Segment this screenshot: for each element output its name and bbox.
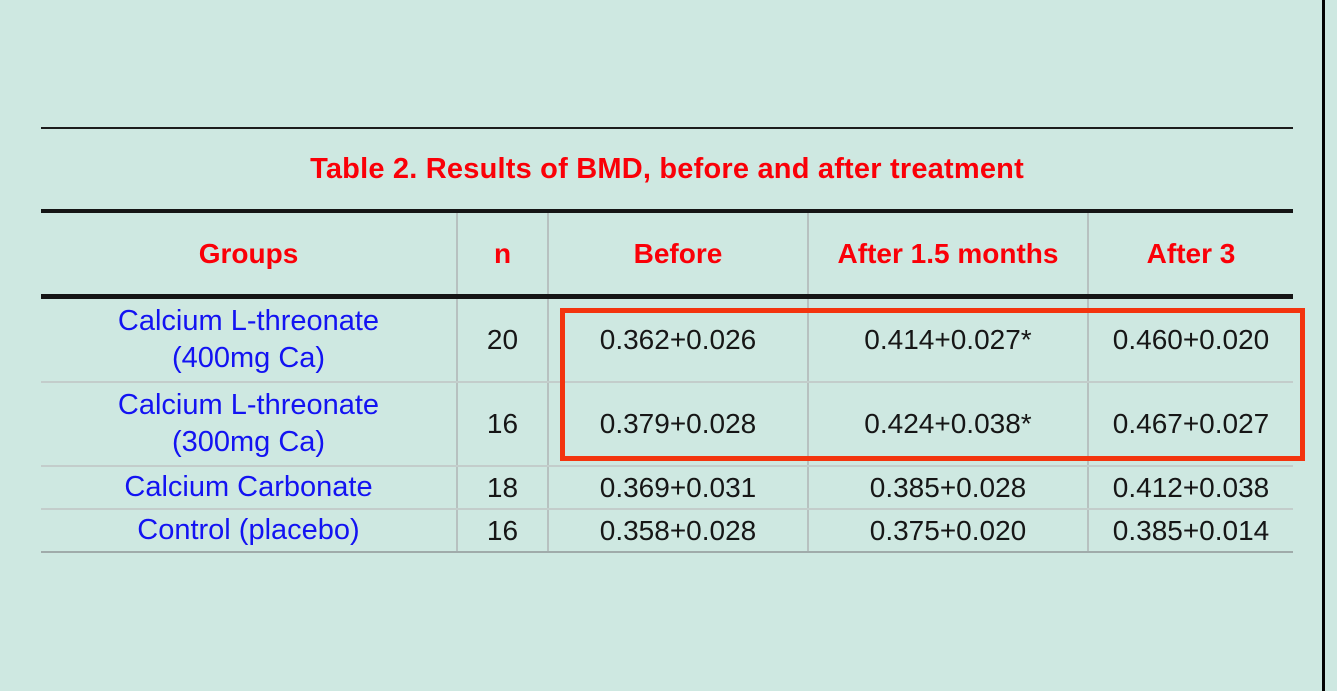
after-1-5-value: 0.424+0.038* (807, 382, 1088, 467)
table-row-calcium-l-threonate-300: Calcium L-threonate (300mg Ca) 16 0.379+… (41, 382, 1294, 467)
after-3-value: 0.467+0.027 (1086, 382, 1294, 467)
table-title-row: Table 2. Results of BMD, before and afte… (41, 127, 1294, 213)
col-header-after-1-5-months: After 1.5 months (807, 211, 1088, 299)
table-title: Table 2. Results of BMD, before and afte… (41, 127, 1294, 213)
group-name: Calcium L-threonate (117, 305, 380, 337)
highlight-rectangle (560, 308, 1305, 461)
group-name-cell: Calcium L-threonate (400mg Ca) (41, 296, 457, 383)
col-header-n: n (456, 211, 548, 299)
col-header-after-3: After 3 (1086, 211, 1294, 299)
after-3-value: 0.385+0.014 (1086, 509, 1294, 553)
before-value: 0.358+0.028 (547, 509, 808, 553)
window-edge-line (1322, 0, 1325, 691)
n-value: 20 (456, 296, 548, 383)
group-name-cell: Calcium L-threonate (300mg Ca) (41, 382, 457, 467)
group-name: Calcium Carbonate (41, 466, 457, 510)
table: Table 2. Results of BMD, before and afte… (41, 127, 1294, 553)
group-name: Control (placebo) (41, 509, 457, 553)
before-value: 0.369+0.031 (547, 466, 808, 510)
bmd-results-table: Table 2. Results of BMD, before and afte… (41, 127, 1294, 553)
table-header-row: Groups n Before After 1.5 months After 3 (41, 211, 1294, 299)
n-value: 16 (456, 509, 548, 553)
col-header-before: Before (547, 211, 808, 299)
before-value: 0.379+0.028 (547, 382, 808, 467)
col-header-groups: Groups (41, 211, 457, 299)
group-name: Calcium L-threonate (117, 389, 380, 421)
table-row-control-placebo: Control (placebo) 16 0.358+0.028 0.375+0… (41, 509, 1294, 553)
group-dose: (400mg Ca) (171, 342, 326, 374)
group-dose: (300mg Ca) (171, 426, 326, 458)
after-1-5-value: 0.385+0.028 (807, 466, 1088, 510)
n-value: 18 (456, 466, 548, 510)
after-1-5-value: 0.375+0.020 (807, 509, 1088, 553)
n-value: 16 (456, 382, 548, 467)
after-3-value: 0.412+0.038 (1086, 466, 1294, 510)
table-row-calcium-carbonate: Calcium Carbonate 18 0.369+0.031 0.385+0… (41, 466, 1294, 510)
